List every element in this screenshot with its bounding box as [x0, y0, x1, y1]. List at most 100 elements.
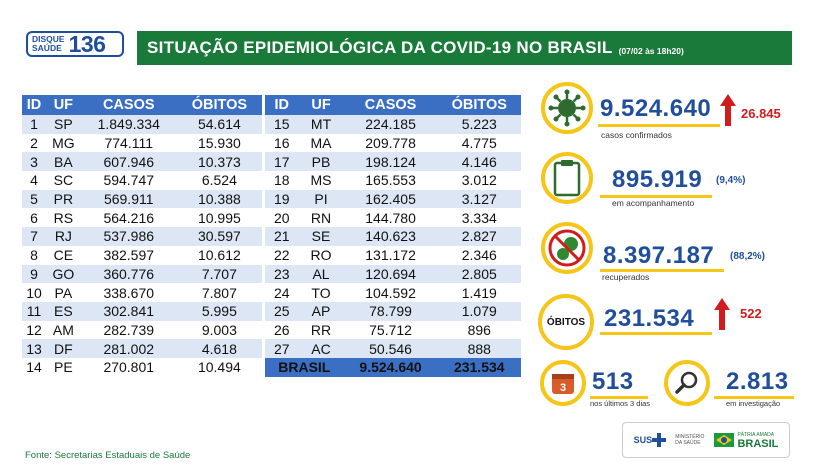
table-cell: 3.334 — [437, 208, 521, 228]
table-cell: 1.079 — [437, 301, 521, 321]
table-row: 25 AP 78.799 1.079 — [265, 301, 521, 321]
table-row: 8 CE 382.597 10.612 — [22, 245, 262, 265]
calendar-number: 3 — [560, 382, 566, 394]
recovered-pct: (88,2%) — [730, 251, 766, 262]
table-cell: 2 — [22, 133, 46, 153]
page-title: SITUAÇÃO EPIDEMIOLÓGICA DA COVID-19 NO B… — [147, 38, 613, 57]
table-row: 5 PR 569.911 10.388 — [22, 189, 262, 209]
table-cell: 382.597 — [80, 245, 177, 265]
clipboard-icon — [541, 152, 593, 204]
table-cell: 896 — [437, 320, 521, 340]
table-cell: 1.419 — [437, 283, 521, 302]
table-cell: 15 — [265, 115, 299, 134]
table-cell: 17 — [265, 152, 299, 172]
table-row: 20 RN 144.780 3.334 — [265, 208, 521, 228]
table-cell: 4 — [22, 171, 46, 190]
up-arrow-icon — [720, 94, 736, 126]
divider — [590, 396, 648, 399]
table-row: 26 RR 75.712 896 — [265, 320, 521, 340]
column-header: UF — [298, 95, 344, 115]
table-cell: SE — [298, 227, 344, 246]
table-cell: RS — [46, 208, 81, 228]
table-cell: 9.003 — [176, 320, 262, 340]
monitoring-pct: (9,4%) — [716, 175, 746, 186]
table-cell: 1.849.334 — [80, 115, 177, 134]
table-cell: 7 — [22, 227, 46, 246]
table-cell: RN — [298, 208, 344, 228]
government-logos: SUS MINISTÉRIO DA SAÚDE PÁTRIA AMADA BRA… — [622, 422, 790, 458]
table-cell: 104.592 — [343, 283, 438, 302]
table-cell: DF — [46, 339, 81, 358]
last3days-value: 513 — [592, 368, 634, 395]
table-cell: PA — [46, 283, 81, 302]
table-row: 22 RO 131.172 2.346 — [265, 245, 521, 265]
table-cell: 10 — [22, 283, 46, 302]
table-cell: 3 — [22, 152, 46, 172]
table-cell: 25 — [265, 301, 299, 321]
disque-saude-logo: DISQUE SAÚDE 136 — [26, 31, 124, 57]
table-cell: 2.827 — [437, 227, 521, 246]
table-cell: 10.494 — [176, 357, 262, 377]
cross-icon — [652, 433, 667, 447]
divider — [600, 269, 724, 272]
table-cell: 19 — [265, 189, 299, 209]
sus-text: SUS — [633, 435, 653, 445]
table-cell: 11 — [22, 301, 46, 321]
table-cell: 54.614 — [176, 115, 262, 134]
table-cell: RO — [298, 245, 344, 265]
table-row: 18 MS 165.553 3.012 — [265, 171, 521, 190]
table-cell: RR — [298, 320, 344, 340]
logo-number: 136 — [68, 30, 106, 57]
table-cell: PB — [298, 152, 344, 172]
table-cell: SC — [46, 171, 81, 190]
table-cell: 20 — [265, 208, 299, 228]
table-cell: PI — [298, 189, 344, 209]
table-row: 13 DF 281.002 4.618 — [22, 339, 262, 358]
deaths-badge: ÓBITOS — [538, 294, 594, 350]
table-cell: 30.597 — [176, 227, 262, 246]
table-header-row: ID UF CASOS ÓBITOS — [265, 95, 521, 115]
ministry-text: MINISTÉRIO DA SAÚDE — [675, 434, 705, 446]
table-cell: 7.707 — [176, 264, 262, 284]
table-row: 27 AC 50.546 888 — [265, 339, 521, 358]
divider — [600, 195, 712, 198]
confirmed-label: casos confirmados — [601, 130, 672, 140]
table-cell: PR — [46, 189, 81, 209]
column-header: ÓBITOS — [437, 95, 521, 115]
virus-icon — [541, 82, 593, 134]
monitoring-value: 895.919 — [612, 166, 703, 193]
table-cell: 14 — [22, 357, 46, 377]
table-cell: 270.801 — [80, 357, 177, 377]
magnifier-icon — [664, 360, 710, 406]
states-table-left: ID UF CASOS ÓBITOS 1 SP 1.849.334 54.614 2 MG 774… — [22, 95, 262, 377]
table-row: 4 SC 594.747 6.524 — [22, 171, 262, 190]
table-cell: 50.546 — [343, 339, 438, 358]
table-cell: 21 — [265, 227, 299, 246]
table-row: 7 RJ 537.986 30.597 — [22, 227, 262, 246]
up-arrow-icon — [714, 298, 730, 330]
table-cell: SP — [46, 115, 81, 134]
recovered-value: 8.397.187 — [603, 242, 715, 269]
table-row: 10 PA 338.670 7.807 — [22, 283, 262, 302]
table-row: 1 SP 1.849.334 54.614 — [22, 115, 262, 134]
table-cell: 78.799 — [343, 301, 438, 321]
table-row: 3 BA 607.946 10.373 — [22, 152, 262, 172]
table-row: 2 MG 774.111 15.930 — [22, 133, 262, 153]
table-cell: 10.373 — [176, 152, 262, 172]
table-cell: 209.778 — [343, 133, 438, 153]
table-cell: 607.946 — [80, 152, 177, 172]
table-cell: 594.747 — [80, 171, 177, 190]
table-cell: 7.807 — [176, 283, 262, 302]
table-cell: 3.012 — [437, 171, 521, 190]
table-cell: 131.172 — [343, 245, 438, 265]
recovered-label: recuperados — [602, 272, 650, 282]
last3days-label: nos últimos 3 dias — [590, 399, 651, 408]
divider — [598, 124, 720, 127]
table-cell: 224.185 — [343, 115, 438, 134]
column-header: CASOS — [343, 95, 438, 115]
table-cell: 22 — [265, 245, 299, 265]
logo-line2: SAÚDE — [32, 43, 62, 53]
title-bar: SITUAÇÃO EPIDEMIOLÓGICA DA COVID-19 NO B… — [137, 31, 792, 65]
investigation-value: 2.813 — [726, 368, 789, 395]
table-row: 6 RS 564.216 10.995 — [22, 208, 262, 228]
